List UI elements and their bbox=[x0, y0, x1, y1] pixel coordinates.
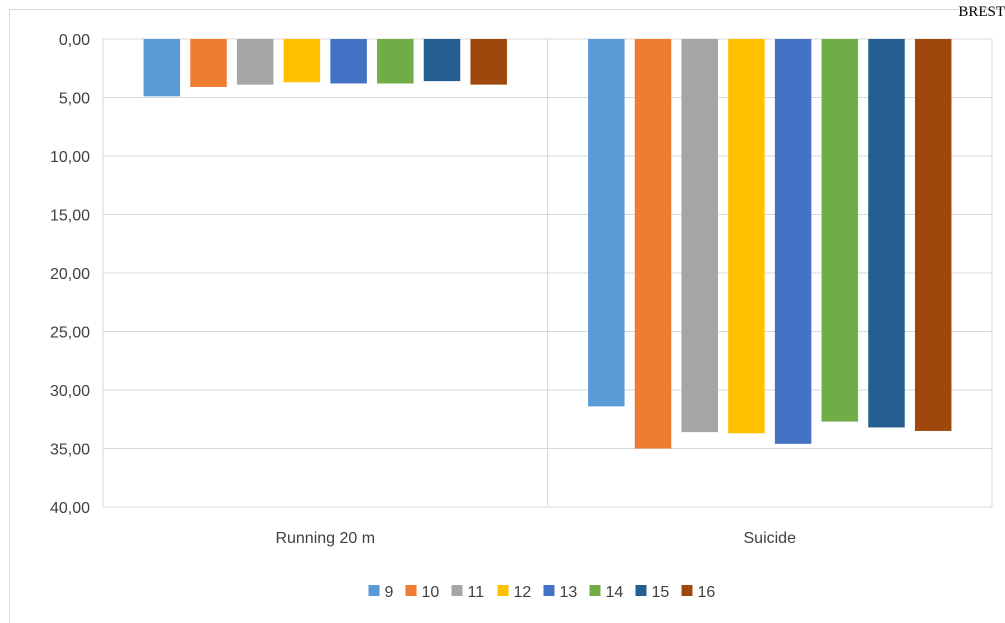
legend-label-15: 15 bbox=[652, 584, 670, 601]
legend-swatch-15 bbox=[635, 585, 647, 596]
category-labels: Running 20 m Suicide bbox=[275, 530, 796, 547]
bar-9-1 bbox=[588, 39, 625, 407]
bar-15-0 bbox=[423, 39, 461, 82]
legend-label-13: 13 bbox=[560, 584, 578, 601]
y-tick-label: 0,00 bbox=[59, 32, 90, 49]
y-axis-ticks: 0,00 5,00 10,00 15,00 20,00 25,00 30,00 35,00 40… bbox=[50, 32, 90, 517]
legend-label-11: 11 bbox=[468, 584, 485, 601]
bar-13-0 bbox=[330, 39, 367, 84]
gridlines bbox=[102, 38, 993, 508]
legend-swatch-13 bbox=[543, 585, 555, 596]
legend: 9 10 11 12 13 14 15 16 bbox=[368, 584, 716, 601]
legend-swatch-16 bbox=[681, 585, 693, 596]
corner-text: BREST bbox=[958, 4, 1005, 20]
y-tick-label: 15,00 bbox=[50, 208, 90, 225]
y-tick-label: 25,00 bbox=[50, 325, 90, 342]
legend-swatch-12 bbox=[497, 585, 509, 596]
y-tick-label: 10,00 bbox=[50, 149, 90, 166]
legend-label-9: 9 bbox=[385, 584, 394, 601]
legend-swatch-9 bbox=[368, 585, 380, 596]
category-label: Running 20 m bbox=[275, 530, 375, 547]
bar-9-0 bbox=[143, 39, 181, 97]
bar-10-1 bbox=[634, 39, 672, 449]
bar-15-1 bbox=[868, 39, 905, 428]
bar-13-1 bbox=[774, 39, 812, 444]
bar-11-1 bbox=[681, 39, 718, 433]
bar-16-1 bbox=[914, 39, 952, 431]
bar-12-1 bbox=[728, 39, 765, 434]
bar-11-0 bbox=[236, 39, 274, 85]
bar-10-0 bbox=[190, 39, 227, 87]
legend-swatch-11 bbox=[451, 585, 463, 596]
y-tick-label: 30,00 bbox=[50, 383, 90, 400]
bar-16-0 bbox=[470, 39, 507, 85]
y-tick-label: 35,00 bbox=[50, 442, 90, 459]
y-tick-label: 5,00 bbox=[59, 91, 90, 108]
legend-swatch-10 bbox=[405, 585, 417, 596]
legend-swatch-14 bbox=[589, 585, 601, 596]
legend-label-10: 10 bbox=[422, 584, 440, 601]
category-label: Suicide bbox=[744, 530, 797, 547]
bar-12-0 bbox=[283, 39, 321, 83]
legend-label-14: 14 bbox=[606, 584, 624, 601]
legend-label-12: 12 bbox=[514, 584, 532, 601]
bar-14-1 bbox=[821, 39, 859, 422]
y-tick-label: 40,00 bbox=[50, 500, 90, 517]
chart-frame: BREST bbox=[9, 4, 1005, 623]
bars bbox=[143, 39, 952, 449]
y-tick-label: 20,00 bbox=[50, 266, 90, 283]
bar-14-0 bbox=[377, 39, 414, 84]
legend-label-16: 16 bbox=[698, 584, 716, 601]
